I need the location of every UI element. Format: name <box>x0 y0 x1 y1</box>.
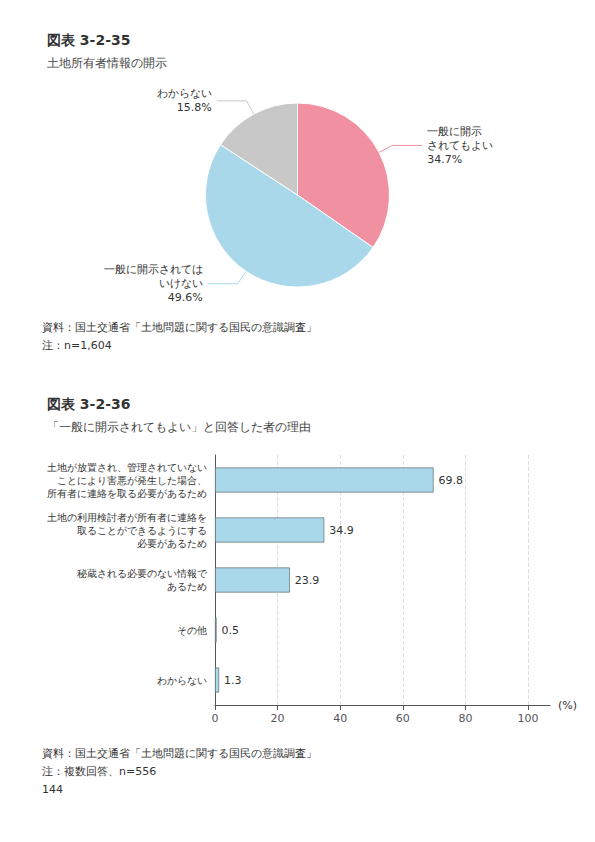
svg-text:図表 3-2-35: 図表 3-2-35 <box>47 32 130 48</box>
svg-text:一般に開示されては: 一般に開示されては <box>104 263 203 276</box>
svg-text:土地の利用検討者が所有者に連絡を: 土地の利用検討者が所有者に連絡を <box>47 512 207 523</box>
svg-text:その他: その他 <box>177 625 207 636</box>
svg-text:いけない: いけない <box>159 277 203 290</box>
svg-text:0: 0 <box>212 712 219 725</box>
svg-text:注：n=1,604: 注：n=1,604 <box>42 339 112 352</box>
svg-text:40: 40 <box>333 712 347 725</box>
svg-text:一般に開示: 一般に開示 <box>427 125 482 138</box>
svg-text:あるため: あるため <box>167 581 207 592</box>
svg-text:所有者に連絡を取る必要があるため: 所有者に連絡を取る必要があるため <box>47 488 207 499</box>
svg-text:0.5: 0.5 <box>222 624 240 637</box>
svg-text:60: 60 <box>396 712 410 725</box>
svg-text:注：複数回答、n=556: 注：複数回答、n=556 <box>42 765 156 778</box>
svg-text:わからない: わからない <box>157 87 212 100</box>
svg-text:資料：国土交通省「土地問題に関する国民の意識調査」: 資料：国土交通省「土地問題に関する国民の意識調査」 <box>42 321 317 334</box>
svg-text:「一般に開示されてもよい」と回答した者の理由: 「一般に開示されてもよい」と回答した者の理由 <box>47 420 311 434</box>
svg-text:秘蔵される必要のない情報で: 秘蔵される必要のない情報で <box>77 568 208 579</box>
svg-text:23.9: 23.9 <box>295 574 320 587</box>
svg-text:土地所有者情報の開示: 土地所有者情報の開示 <box>47 56 167 70</box>
svg-text:69.8: 69.8 <box>439 474 464 487</box>
svg-text:されてもよい: されてもよい <box>427 139 493 152</box>
svg-text:34.9: 34.9 <box>329 524 354 537</box>
svg-text:取ることができるようにする: 取ることができるようにする <box>77 525 207 536</box>
svg-text:1.3: 1.3 <box>224 674 242 687</box>
svg-text:20: 20 <box>271 712 285 725</box>
svg-text:土地が放置され、管理されていない: 土地が放置され、管理されていない <box>47 462 207 473</box>
svg-text:資料：国土交通省「土地問題に関する国民の意識調査」: 資料：国土交通省「土地問題に関する国民の意識調査」 <box>42 747 317 760</box>
svg-text:49.6%: 49.6% <box>168 291 203 304</box>
svg-text:80: 80 <box>458 712 472 725</box>
svg-text:100: 100 <box>518 712 539 725</box>
svg-text:34.7%: 34.7% <box>427 153 462 166</box>
svg-text:15.8%: 15.8% <box>177 101 212 114</box>
svg-text:図表 3-2-36: 図表 3-2-36 <box>47 396 130 412</box>
svg-text:ことにより害悪が発生した場合、: ことにより害悪が発生した場合、 <box>57 475 207 486</box>
svg-text:144: 144 <box>42 783 63 796</box>
svg-text:必要があるため: 必要があるため <box>137 538 207 549</box>
svg-text:わからない: わからない <box>157 675 207 686</box>
svg-text:(%): (%) <box>558 699 577 712</box>
